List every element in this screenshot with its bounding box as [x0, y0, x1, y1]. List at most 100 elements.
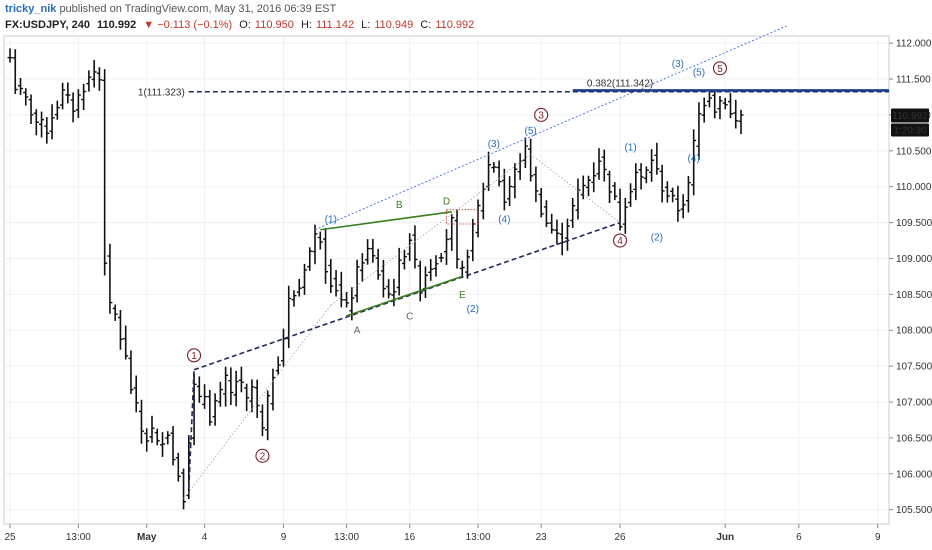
ohlc-bar	[207, 389, 213, 426]
ohlc-bar	[123, 325, 129, 360]
ohlc-bar	[138, 399, 144, 444]
ohlc-bar	[512, 163, 518, 199]
fib-level-label: 0.382(111.342)	[587, 78, 653, 89]
ohlc-bar	[643, 166, 649, 184]
countdown-tag	[891, 123, 929, 137]
dotted-trend-3	[530, 154, 621, 223]
ohlc-bar	[422, 266, 428, 298]
ohlc-bar	[54, 100, 60, 120]
ohlc-bar	[722, 97, 728, 110]
ohlc-bar	[86, 70, 92, 92]
level-label-1: 1(111.323)	[138, 87, 185, 98]
wave-label: (2)	[651, 232, 663, 243]
price-tick-label: 108.000	[896, 326, 932, 337]
ohlc-bar	[39, 111, 45, 138]
ohlc-bar	[144, 428, 150, 452]
ohlc-bar	[49, 104, 55, 140]
price-tick-label: 112.000	[896, 39, 932, 50]
channel-lower-line	[193, 221, 621, 371]
ohlc-bar	[554, 219, 560, 245]
plot-frame	[3, 35, 890, 525]
ohlc-bar	[81, 83, 87, 111]
close-value: 110.992	[435, 19, 475, 31]
ohlc-bar	[238, 366, 244, 393]
ohlc-bar	[12, 49, 18, 94]
ohlc-bar	[564, 218, 570, 251]
ohlc-bar	[496, 160, 502, 187]
wave-label: E	[459, 290, 466, 301]
channel-upper-line	[314, 24, 789, 231]
ohlc-bar	[181, 468, 187, 510]
ohlc-bar	[254, 379, 260, 418]
price-tick-label: 110.500	[896, 146, 932, 157]
ohlc-bar	[391, 278, 397, 307]
ohlc-bar	[733, 99, 739, 129]
price-change: ▼ −0.113 (−0.1%)	[143, 19, 233, 31]
ohlc-bar	[612, 182, 618, 201]
ohlc-bar	[428, 259, 434, 281]
ohlc-bar	[738, 109, 744, 135]
price-tick-label: 111.500	[896, 75, 931, 86]
ohlc-bar	[196, 376, 202, 403]
wave-label: (1)	[325, 215, 337, 226]
ohlc-bar	[438, 253, 444, 263]
ohlc-bar	[217, 381, 223, 407]
last-price: 110.992	[97, 19, 137, 31]
ohlc-bar	[186, 435, 192, 500]
ohlc-bar	[28, 94, 34, 124]
ohlc-bar	[333, 270, 339, 297]
ohlc-bar	[302, 263, 308, 295]
ohlc-bar	[570, 198, 576, 228]
ohlc-bar	[386, 279, 392, 299]
ohlc-bar	[585, 175, 591, 197]
time-tick-label: 16	[404, 532, 416, 543]
ohlc-bar	[307, 247, 313, 271]
ohlc-bar	[454, 209, 460, 269]
price-tick-label: 107.000	[896, 398, 932, 409]
wave-label: (1)	[624, 143, 636, 154]
ohlc-bar	[412, 225, 418, 269]
ohlc-bar	[160, 432, 166, 457]
ohlc-bar	[575, 178, 581, 220]
open-value: 110.950	[254, 19, 294, 31]
ohlc-bar	[233, 370, 239, 407]
ohlc-bar	[202, 384, 208, 409]
time-tick-label: 13:00	[66, 532, 91, 543]
wave-label-primary: 1	[191, 351, 197, 362]
wave-label: D	[443, 197, 450, 208]
wave-label-primary: 2	[260, 451, 266, 462]
ohlc-bar	[133, 375, 139, 413]
price-tick-label: 108.500	[896, 290, 932, 301]
ohlc-bar	[354, 259, 360, 303]
ohlc-bar	[528, 138, 534, 182]
ohlc-bar	[338, 271, 344, 308]
ohlc-bar	[696, 102, 702, 160]
price-tick-label: 107.500	[896, 362, 932, 373]
ohlc-bar	[628, 183, 634, 207]
target-box	[446, 209, 479, 225]
ohlc-bar	[491, 162, 497, 173]
ohlc-bar	[33, 109, 39, 136]
wave-circle	[255, 448, 270, 463]
ohlc-bar	[617, 188, 623, 231]
price-tick-label: 109.000	[896, 254, 932, 265]
ohlc-bar	[165, 431, 171, 445]
ohlc-bar	[75, 89, 81, 118]
ohlc-bar	[649, 149, 655, 182]
wave-circle	[712, 61, 728, 76]
wave-circle	[187, 348, 202, 363]
ohlc-bar	[591, 162, 597, 193]
author-name[interactable]: tricky_nik	[5, 3, 57, 15]
open-label: O:	[239, 19, 251, 31]
ohlc-bar	[317, 231, 323, 250]
wave-label: (3)	[672, 59, 684, 70]
ohlc-bar	[60, 82, 66, 110]
price-tick-label: 109.500	[896, 218, 932, 229]
ohlc-bar	[444, 229, 449, 265]
wave-1-leg	[188, 369, 195, 489]
ohlc-bar	[654, 142, 660, 175]
ohlc-bar	[128, 350, 134, 394]
ohlc-bar	[170, 426, 176, 466]
ohlc-bar	[112, 304, 118, 321]
